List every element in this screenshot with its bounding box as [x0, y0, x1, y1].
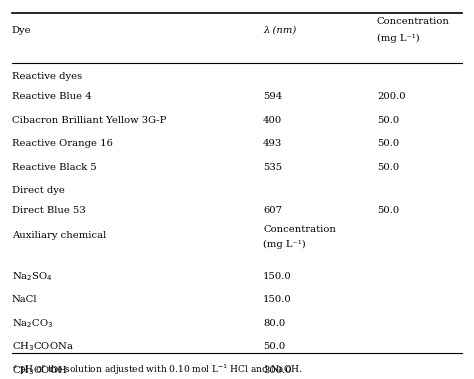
Text: Direct Blue 53: Direct Blue 53 [12, 206, 86, 215]
Text: $^a$ pH of the solution adjusted with 0.10 mol L$^{-1}$ HCl and NaOH.: $^a$ pH of the solution adjusted with 0.… [12, 363, 302, 377]
Text: 594: 594 [263, 92, 283, 101]
Text: Reactive Black 5: Reactive Black 5 [12, 163, 97, 172]
Text: Concentration: Concentration [263, 224, 336, 233]
Text: Direct dye: Direct dye [12, 186, 65, 195]
Text: Reactive Orange 16: Reactive Orange 16 [12, 139, 113, 148]
Text: CH$_3$COOH: CH$_3$COOH [12, 364, 67, 377]
Text: 50.0: 50.0 [263, 342, 285, 351]
Text: Dye: Dye [12, 26, 31, 35]
Text: 400: 400 [263, 116, 283, 125]
Text: 150.0: 150.0 [263, 295, 292, 304]
Text: 535: 535 [263, 163, 282, 172]
Text: 50.0: 50.0 [377, 139, 399, 148]
Text: 50.0: 50.0 [377, 163, 399, 172]
Text: 493: 493 [263, 139, 283, 148]
Text: CH$_3$COONa: CH$_3$COONa [12, 340, 73, 353]
Text: (mg L⁻¹): (mg L⁻¹) [377, 34, 419, 43]
Text: Auxiliary chemical: Auxiliary chemical [12, 231, 106, 240]
Text: 300.0: 300.0 [263, 366, 292, 375]
Text: 200.0: 200.0 [377, 92, 405, 101]
Text: 50.0: 50.0 [377, 116, 399, 125]
Text: Reactive Blue 4: Reactive Blue 4 [12, 92, 91, 101]
Text: Reactive dyes: Reactive dyes [12, 72, 82, 81]
Text: NaCl: NaCl [12, 295, 37, 304]
Text: 50.0: 50.0 [377, 206, 399, 215]
Text: Na$_2$SO$_4$: Na$_2$SO$_4$ [12, 270, 53, 283]
Text: Na$_2$CO$_3$: Na$_2$CO$_3$ [12, 317, 53, 330]
Text: Cibacron Brilliant Yellow 3G-P: Cibacron Brilliant Yellow 3G-P [12, 116, 166, 125]
Text: 80.0: 80.0 [263, 319, 285, 328]
Text: λ (nm): λ (nm) [263, 26, 296, 35]
Text: 150.0: 150.0 [263, 272, 292, 281]
Text: 607: 607 [263, 206, 282, 215]
Text: (mg L⁻¹): (mg L⁻¹) [263, 240, 306, 249]
Text: Concentration: Concentration [377, 17, 450, 27]
